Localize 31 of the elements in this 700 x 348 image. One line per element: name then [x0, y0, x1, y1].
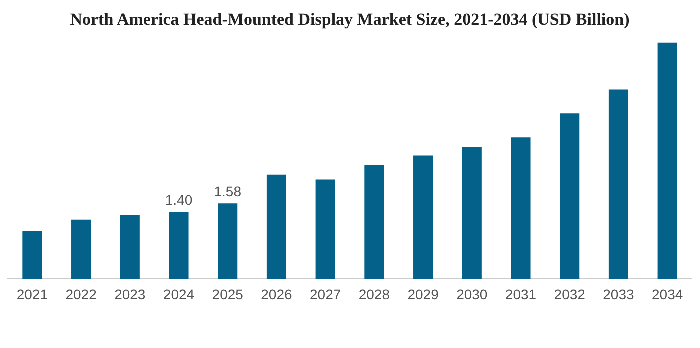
bar — [560, 114, 580, 280]
bar — [462, 147, 482, 280]
x-tick-label: 2024 — [163, 286, 195, 302]
x-tick-label: 2029 — [408, 286, 440, 302]
bar — [22, 231, 42, 280]
x-tick-label: 2033 — [603, 286, 634, 302]
bar — [658, 42, 678, 280]
bar — [511, 138, 531, 280]
x-tick-label: 2028 — [358, 286, 390, 302]
data-label: 1.58 — [214, 183, 242, 200]
bar — [608, 90, 628, 280]
x-tick-label: 2022 — [66, 286, 98, 302]
bar — [414, 156, 434, 280]
bar — [72, 220, 92, 280]
x-tick-label: 2023 — [114, 286, 146, 302]
bar — [218, 204, 238, 280]
x-tick-label: 2026 — [261, 286, 292, 302]
bar — [316, 180, 336, 280]
x-tick-label: 2032 — [554, 286, 586, 302]
x-tick-label: 2030 — [456, 286, 488, 302]
x-tick-label: 2034 — [652, 286, 684, 302]
data-label: 1.40 — [165, 192, 193, 208]
x-tick-label: 2025 — [212, 286, 244, 302]
chart-title: North America Head-Mounted Display Market Size, 2021-2034 (USD Billion) — [69, 10, 631, 31]
x-tick-label: 2021 — [16, 286, 48, 302]
bar — [169, 212, 189, 280]
x-tick-label: 2027 — [310, 286, 342, 302]
bar — [266, 174, 286, 280]
bar — [364, 165, 384, 280]
bar — [120, 215, 140, 280]
x-tick-label: 2031 — [505, 286, 537, 302]
